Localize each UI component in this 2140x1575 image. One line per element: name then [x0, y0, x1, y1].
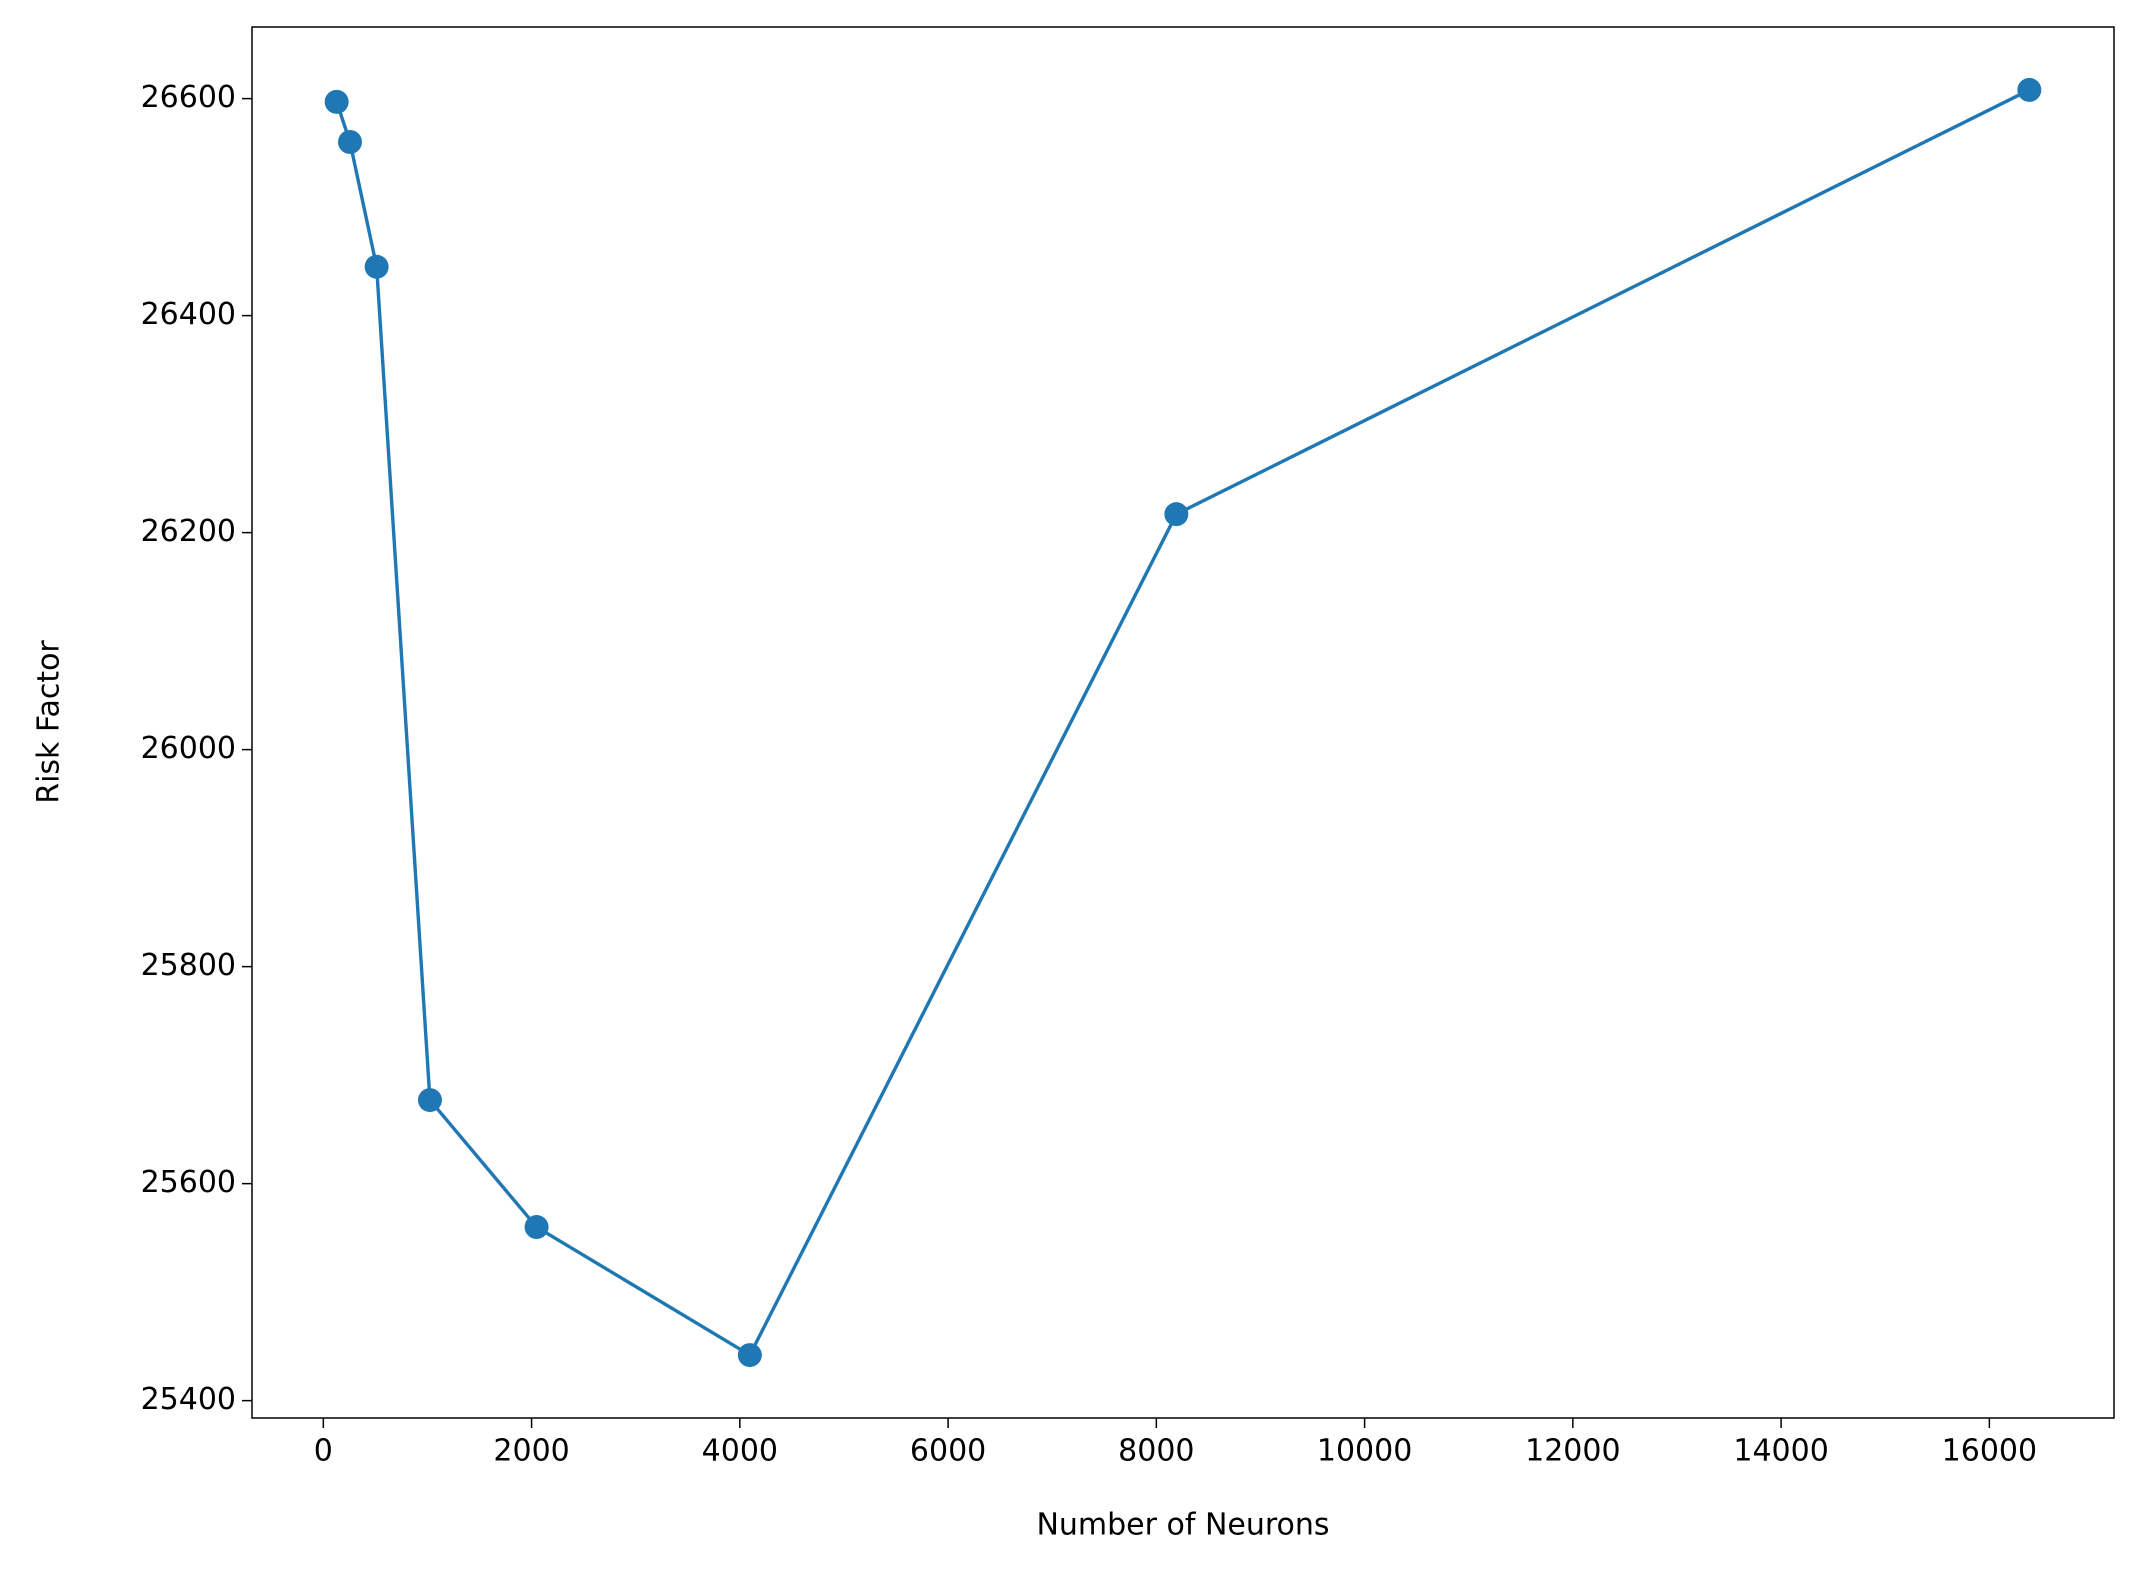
y-tick-label: 25600: [141, 1165, 236, 1200]
data-point: [337, 130, 362, 155]
x-tick-label: 12000: [1525, 1434, 1620, 1469]
data-point: [524, 1215, 549, 1240]
x-tick-label: 2000: [493, 1434, 569, 1469]
plot-frame: [251, 26, 2115, 1419]
y-tick-label: 25800: [141, 948, 236, 983]
x-tick-label: 4000: [702, 1434, 778, 1469]
y-tick-label: 26200: [141, 514, 236, 549]
y-tick-label: 26400: [141, 297, 236, 332]
data-point: [737, 1343, 762, 1368]
x-tick-label: 14000: [1733, 1434, 1828, 1469]
y-tick-label: 25400: [141, 1382, 236, 1417]
data-point: [1164, 502, 1189, 527]
data-point: [364, 254, 389, 279]
data-point: [417, 1088, 442, 1113]
y-tick-label: 26600: [141, 80, 236, 115]
y-tick-label: 26000: [141, 731, 236, 766]
x-tick-label: 6000: [910, 1434, 986, 1469]
x-tick-label: 8000: [1118, 1434, 1194, 1469]
x-tick-label: 10000: [1317, 1434, 1412, 1469]
x-axis-label: Number of Neurons: [1036, 1508, 1329, 1543]
data-line: [335, 88, 2031, 1357]
data-point: [324, 89, 349, 114]
data-point: [2017, 77, 2042, 102]
y-axis-label: Risk Factor: [32, 640, 67, 804]
x-tick-label: 0: [314, 1434, 333, 1469]
x-tick-label: 16000: [1942, 1434, 2037, 1469]
